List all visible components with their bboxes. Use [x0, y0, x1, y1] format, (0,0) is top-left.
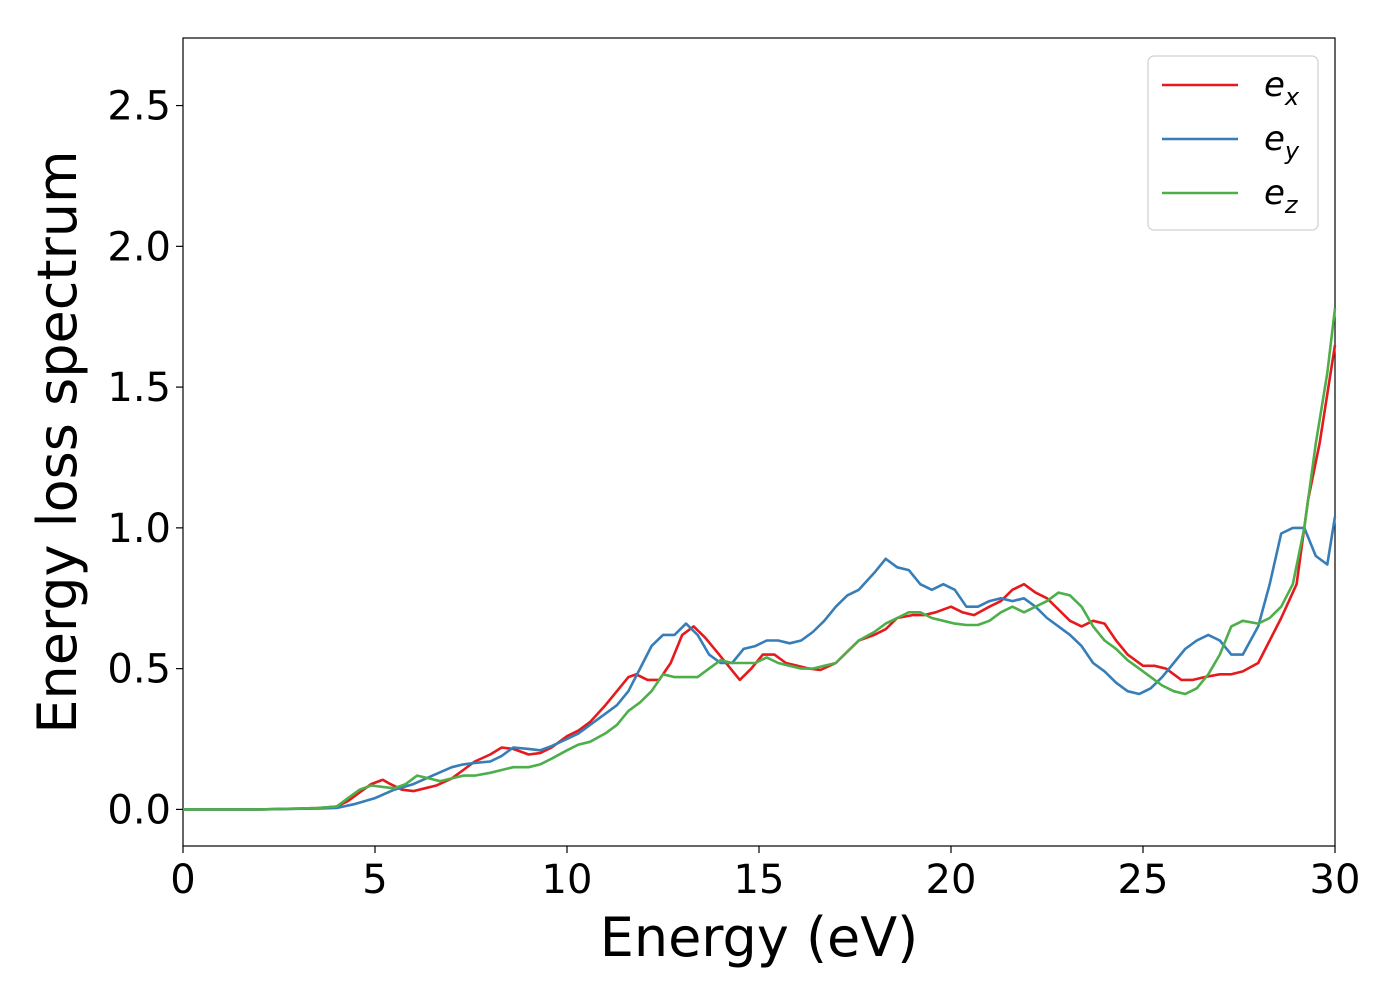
legend-label-subscript: z	[1284, 191, 1299, 219]
y-tick-label: 2.0	[107, 224, 171, 270]
x-tick-label: 15	[734, 857, 785, 903]
legend-label-z: ez	[1264, 173, 1299, 219]
y-tick-label: 1.0	[107, 506, 171, 552]
legend-label-subscript: x	[1284, 83, 1300, 111]
y-tick-label: 0.5	[107, 647, 171, 693]
y-axis: 0.0 0.5 1.0 1.5 2.0 2.5	[107, 84, 183, 833]
x-tick-label: 30	[1310, 857, 1361, 903]
series-line-x	[183, 344, 1337, 811]
x-tick-label: 5	[362, 857, 387, 903]
y-axis-label: Energy loss spectrum	[26, 150, 89, 733]
y-tick-label: 0.0	[107, 787, 171, 833]
series-lines	[183, 308, 1337, 811]
y-tick-label: 1.5	[107, 365, 171, 411]
y-tick-label: 2.5	[107, 84, 171, 130]
x-axis-label: Energy (eV)	[600, 906, 919, 969]
x-axis: 0 5 10 15 20 25 30	[170, 846, 1360, 903]
x-tick-label: 20	[926, 857, 977, 903]
legend-label-subscript: y	[1284, 137, 1300, 165]
x-tick-label: 0	[170, 857, 195, 903]
series-line-y	[183, 516, 1337, 811]
series-line-z	[183, 308, 1337, 811]
x-tick-label: 10	[542, 857, 593, 903]
legend-box	[1147, 55, 1319, 231]
x-tick-label: 25	[1118, 857, 1169, 903]
